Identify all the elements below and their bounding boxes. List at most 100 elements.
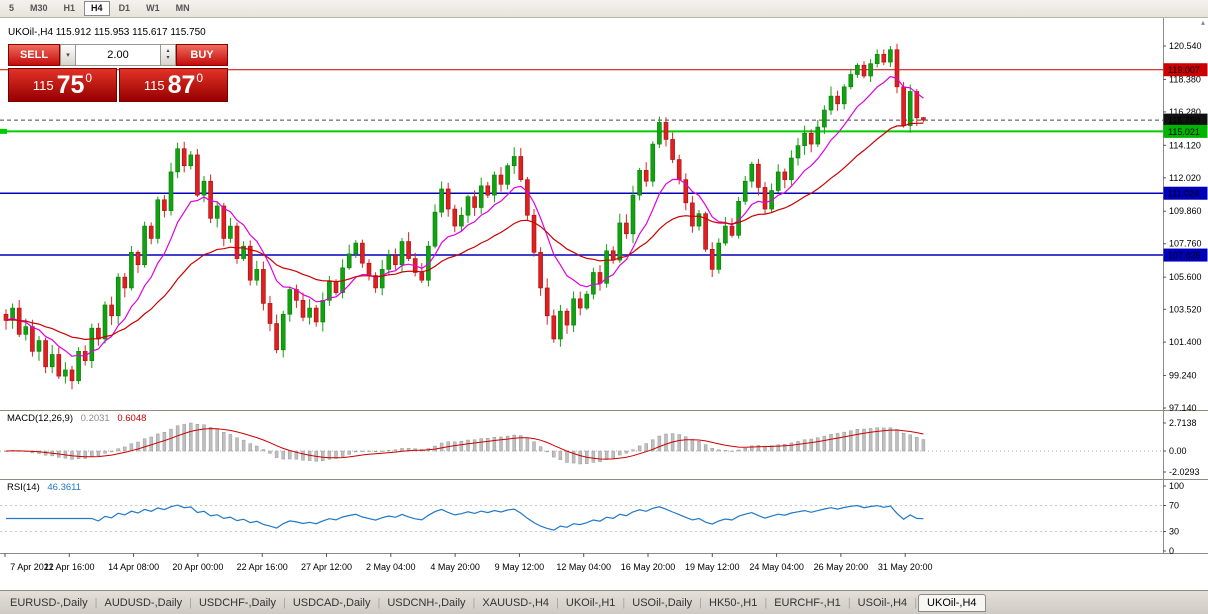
tab-separator: |	[282, 596, 286, 609]
tab-separator: |	[189, 596, 192, 609]
rsi-axis-label: 30	[1169, 527, 1179, 537]
buy-price-sup: 0	[196, 71, 204, 85]
time-axis-label: 7 Apr 2022	[10, 562, 54, 572]
price-tick-label: 112.020	[1169, 173, 1201, 183]
ohlc-header: UKOil-,H4 115.912 115.953 115.617 115.75…	[8, 27, 206, 38]
chart-tab[interactable]: USOil-,Daily	[632, 596, 693, 609]
price-tick-label: 107.760	[1169, 239, 1202, 249]
timeframe-button-h4[interactable]: H4	[84, 1, 110, 16]
price-badge-label: 111.024	[1168, 189, 1199, 199]
chart-tab[interactable]: USOil-,H4	[857, 596, 908, 609]
sell-button[interactable]: SELL	[8, 44, 60, 66]
timeframe-button-5[interactable]: 5	[2, 1, 21, 16]
chevron-down-icon: ▾	[166, 55, 170, 61]
timeframe-button-m30[interactable]: M30	[23, 1, 55, 16]
chevron-up-icon: ▴	[166, 48, 170, 54]
chart-tab-bar: EURUSD-,Daily | AUDUSD-,Daily | USDCHF-,Dail…	[0, 590, 1208, 614]
tab-separator: |	[764, 596, 768, 609]
price-tick-label: 114.120	[1169, 140, 1201, 150]
chart-canvas[interactable]: 120.540 118.380 116.280 114.120 112.020 109.8…	[0, 18, 1208, 590]
price-tick-label: 99.240	[1169, 371, 1197, 381]
time-axis-label: 31 May 20:00	[878, 562, 933, 572]
chart-tab[interactable]: USDCAD-,Daily	[292, 596, 371, 609]
chart-tab[interactable]: HK50-,H1	[709, 596, 758, 609]
rsi-axis-label: 0	[1169, 546, 1174, 556]
tab-separator: |	[914, 596, 918, 609]
sell-price-tile[interactable]: 115 75 0	[8, 68, 117, 102]
tab-separator: |	[377, 596, 381, 609]
price-badge-label: 115.021	[1168, 127, 1200, 137]
timeframe-button-w1[interactable]: W1	[139, 1, 167, 16]
buy-price-prefix: 115	[143, 77, 165, 93]
price-tick-label: 118.380	[1169, 74, 1201, 84]
price-badge	[1163, 113, 1208, 127]
tab-separator: |	[472, 596, 476, 609]
hline-anchor[interactable]	[0, 128, 7, 134]
macd-axis-label: 2.7138	[1169, 418, 1197, 428]
chart-tab[interactable]: USDCHF-,Daily	[198, 596, 276, 609]
time-axis-label: 27 Apr 12:00	[301, 562, 352, 572]
rsi-pane[interactable]: 100 70 30 0	[0, 481, 1184, 556]
scroll-up-icon[interactable]: ▴	[1200, 18, 1205, 27]
macd-axis-label: 0.00	[1169, 446, 1187, 456]
tab-separator: |	[556, 596, 559, 609]
lot-dropdown-button[interactable]: ▾	[60, 44, 76, 66]
tab-separator: |	[847, 596, 851, 609]
tab-separator: |	[622, 596, 626, 609]
time-axis-label: 20 Apr 00:00	[172, 562, 223, 572]
buy-button[interactable]: BUY	[176, 44, 228, 66]
macd-pane[interactable]: 2.7138 0.00 -2.0293	[0, 418, 1200, 477]
macd-signal-value: 0.6048	[117, 413, 147, 424]
chart-tab[interactable]: AUDUSD-,Daily	[104, 596, 183, 609]
price-badge-label: 107.026	[1168, 251, 1201, 261]
sell-price-sup: 0	[85, 71, 93, 85]
horizontal-lines[interactable]	[0, 69, 1163, 256]
lot-size-input[interactable]	[76, 44, 160, 66]
macd-axis-label: -2.0293	[1169, 467, 1200, 477]
trade-panel-controls: SELL ▾ ▴▾ BUY	[8, 44, 228, 66]
one-click-trade-panel: SELL ▾ ▴▾ BUY 115 75 0 115 87 0	[8, 44, 228, 102]
chart-tab[interactable]: USDCNH-,Daily	[387, 596, 466, 609]
chart-tab[interactable]: EURCHF-,H1	[774, 596, 841, 609]
price-badge	[1163, 186, 1208, 200]
rsi-label: RSI(14) 46.3611	[7, 482, 86, 493]
chart-tab[interactable]: UKOil-,H1	[565, 596, 616, 609]
time-axis-label: 2 May 04:00	[366, 562, 416, 572]
time-axis-label: 16 May 20:00	[621, 562, 676, 572]
rsi-value: 46.3611	[47, 482, 82, 493]
time-axis-label: 24 May 04:00	[749, 562, 804, 572]
ma-line-10	[5, 75, 924, 357]
macd-main-value: 0.2031	[80, 413, 110, 424]
time-axis-label: 26 May 20:00	[814, 562, 869, 572]
price-tick-label: 101.400	[1169, 337, 1202, 347]
rsi-axis-label: 70	[1169, 501, 1179, 511]
price-tick-label: 105.600	[1169, 272, 1202, 282]
chart-area[interactable]: 120.540 118.380 116.280 114.120 112.020 109.8…	[0, 18, 1208, 590]
price-badge	[1163, 63, 1208, 77]
chart-tab[interactable]: EURUSD-,Daily	[10, 596, 88, 609]
price-tick-label: 116.280	[1169, 107, 1201, 117]
lot-stepper[interactable]: ▴ ▾	[160, 44, 176, 66]
time-axis-label: 9 May 12:00	[495, 562, 545, 572]
tab-separator: |	[94, 596, 98, 609]
timeframe-button-mn[interactable]: MN	[169, 1, 197, 16]
timeframe-button-d1[interactable]: D1	[112, 1, 138, 16]
time-axis-label: 11 Apr 16:00	[44, 562, 94, 572]
price-badge	[1163, 124, 1208, 138]
tab-separator: |	[699, 596, 703, 609]
rsi-name: RSI(14)	[7, 482, 40, 493]
chart-tab[interactable]: UKOil-,H4	[918, 594, 986, 612]
buy-price-tile[interactable]: 115 87 0	[119, 68, 228, 102]
timeframe-button-h1[interactable]: H1	[57, 1, 83, 16]
sell-price-big: 75	[56, 71, 85, 99]
sell-price-prefix: 115	[32, 77, 54, 93]
chart-tab[interactable]: XAUUSD-,H4	[482, 596, 550, 609]
price-axis[interactable]: 120.540 118.380 116.280 114.120 112.020 109.8…	[1163, 41, 1208, 413]
macd-name: MACD(12,26,9)	[7, 413, 73, 424]
time-axis-label: 12 May 04:00	[556, 562, 611, 572]
time-axis-label: 19 May 12:00	[685, 562, 740, 572]
price-badge	[1163, 248, 1208, 262]
timeframe-toolbar: 5 M30 H1 H4 D1 W1 MN	[0, 0, 1208, 18]
